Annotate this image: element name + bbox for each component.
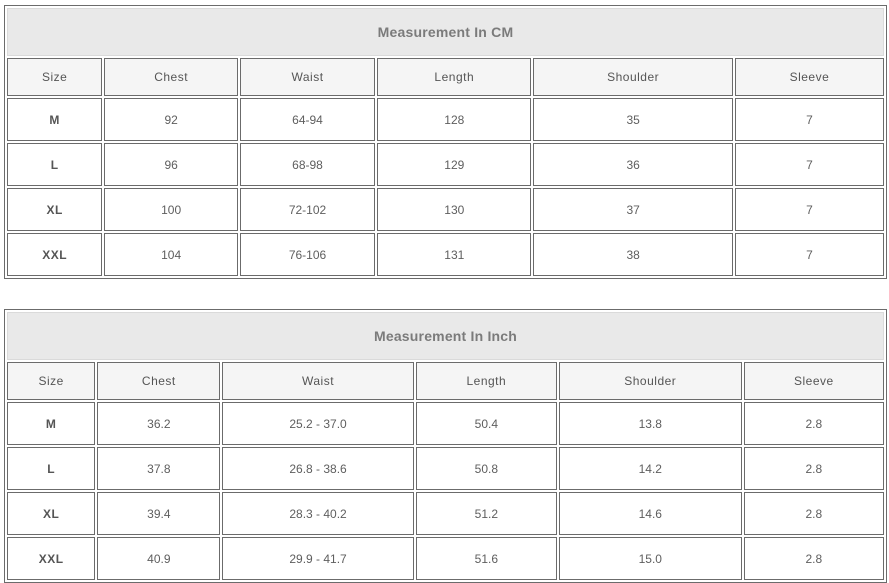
sleeve-value: 7 bbox=[734, 188, 884, 231]
shoulder-value: 14.2 bbox=[558, 447, 742, 490]
column-header-row: Size Chest Waist Length Shoulder Sleeve bbox=[7, 362, 884, 400]
table-row-l: L 37.8 26.8 - 38.6 50.8 14.2 2.8 bbox=[7, 447, 884, 490]
column-header-row: Size Chest Waist Length Shoulder Sleeve bbox=[7, 58, 884, 96]
column-header-chest: Chest bbox=[104, 58, 238, 96]
length-value: 128 bbox=[377, 98, 532, 141]
length-value: 129 bbox=[377, 143, 532, 186]
size-label: L bbox=[7, 143, 103, 186]
waist-value: 29.9 - 41.7 bbox=[222, 537, 414, 580]
waist-value: 26.8 - 38.6 bbox=[222, 447, 414, 490]
size-label: XXL bbox=[7, 233, 103, 276]
column-header-size: Size bbox=[7, 58, 103, 96]
sleeve-value: 2.8 bbox=[743, 492, 884, 535]
waist-value: 64-94 bbox=[239, 98, 376, 141]
table-title-row: Measurement In Inch bbox=[7, 312, 884, 360]
column-header-waist: Waist bbox=[222, 362, 414, 400]
shoulder-value: 37 bbox=[533, 188, 733, 231]
chest-value: 96 bbox=[104, 143, 238, 186]
length-value: 51.6 bbox=[415, 537, 557, 580]
table-row-l: L 96 68-98 129 36 7 bbox=[7, 143, 884, 186]
shoulder-value: 38 bbox=[533, 233, 733, 276]
chest-value: 92 bbox=[104, 98, 238, 141]
column-header-waist: Waist bbox=[239, 58, 376, 96]
length-value: 50.4 bbox=[415, 402, 557, 445]
shoulder-value: 15.0 bbox=[558, 537, 742, 580]
chest-value: 104 bbox=[104, 233, 238, 276]
sleeve-value: 2.8 bbox=[743, 402, 884, 445]
table-row-xl: XL 39.4 28.3 - 40.2 51.2 14.6 2.8 bbox=[7, 492, 884, 535]
size-label: M bbox=[7, 98, 103, 141]
column-header-shoulder: Shoulder bbox=[558, 362, 742, 400]
chest-value: 39.4 bbox=[97, 492, 221, 535]
table-title-inch: Measurement In Inch bbox=[7, 312, 884, 360]
length-value: 130 bbox=[377, 188, 532, 231]
shoulder-value: 36 bbox=[533, 143, 733, 186]
column-header-length: Length bbox=[415, 362, 557, 400]
size-label: XXL bbox=[7, 537, 96, 580]
shoulder-value: 35 bbox=[533, 98, 733, 141]
column-header-chest: Chest bbox=[97, 362, 221, 400]
sleeve-value: 2.8 bbox=[743, 537, 884, 580]
size-label: M bbox=[7, 402, 96, 445]
table-row-xxl: XXL 104 76-106 131 38 7 bbox=[7, 233, 884, 276]
table-title-row: Measurement In CM bbox=[7, 8, 884, 56]
column-header-sleeve: Sleeve bbox=[734, 58, 884, 96]
size-label: L bbox=[7, 447, 96, 490]
waist-value: 28.3 - 40.2 bbox=[222, 492, 414, 535]
chest-value: 100 bbox=[104, 188, 238, 231]
measurement-table-cm: Measurement In CM Size Chest Waist Lengt… bbox=[4, 5, 887, 279]
shoulder-value: 14.6 bbox=[558, 492, 742, 535]
size-label: XL bbox=[7, 188, 103, 231]
shoulder-value: 13.8 bbox=[558, 402, 742, 445]
waist-value: 25.2 - 37.0 bbox=[222, 402, 414, 445]
column-header-sleeve: Sleeve bbox=[743, 362, 884, 400]
length-value: 51.2 bbox=[415, 492, 557, 535]
length-value: 50.8 bbox=[415, 447, 557, 490]
table-row-xxl: XXL 40.9 29.9 - 41.7 51.6 15.0 2.8 bbox=[7, 537, 884, 580]
length-value: 131 bbox=[377, 233, 532, 276]
table-row-m: M 92 64-94 128 35 7 bbox=[7, 98, 884, 141]
table-row-xl: XL 100 72-102 130 37 7 bbox=[7, 188, 884, 231]
column-header-size: Size bbox=[7, 362, 96, 400]
measurement-table-inch: Measurement In Inch Size Chest Waist Len… bbox=[4, 309, 887, 583]
sleeve-value: 7 bbox=[734, 98, 884, 141]
waist-value: 76-106 bbox=[239, 233, 376, 276]
waist-value: 72-102 bbox=[239, 188, 376, 231]
table-row-m: M 36.2 25.2 - 37.0 50.4 13.8 2.8 bbox=[7, 402, 884, 445]
waist-value: 68-98 bbox=[239, 143, 376, 186]
chest-value: 37.8 bbox=[97, 447, 221, 490]
chest-value: 36.2 bbox=[97, 402, 221, 445]
column-header-shoulder: Shoulder bbox=[533, 58, 733, 96]
sleeve-value: 2.8 bbox=[743, 447, 884, 490]
sleeve-value: 7 bbox=[734, 233, 884, 276]
chest-value: 40.9 bbox=[97, 537, 221, 580]
table-title-cm: Measurement In CM bbox=[7, 8, 884, 56]
size-label: XL bbox=[7, 492, 96, 535]
sleeve-value: 7 bbox=[734, 143, 884, 186]
column-header-length: Length bbox=[377, 58, 532, 96]
